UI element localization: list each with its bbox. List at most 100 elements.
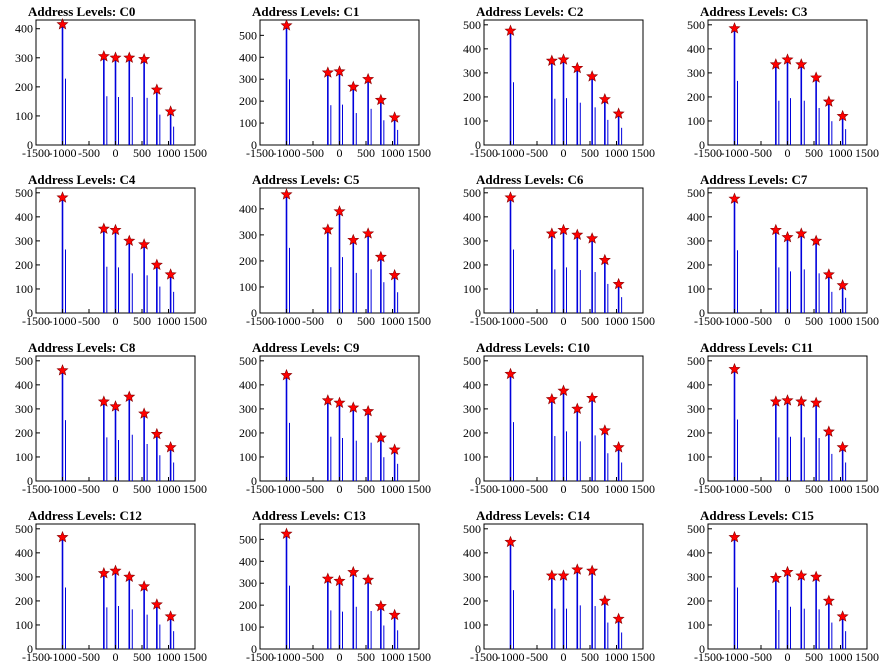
chart-svg: -1500-1000 -500 0 500 1000 1500 0 100 200 300 400 5… bbox=[687, 354, 879, 496]
y-tick-label: 0 bbox=[699, 138, 705, 152]
chart-svg: -1500-1000 -500 0 500 1000 1500 0 100 200 300 400 5… bbox=[463, 186, 655, 328]
y-tick-label: 100 bbox=[239, 280, 257, 294]
peak-marker bbox=[164, 610, 177, 622]
x-tick-label: -1000 bbox=[273, 650, 301, 664]
peak-marker bbox=[97, 50, 110, 62]
chart-panel: Address Levels: C3 -1500 -1000 -500 0 500 1000… bbox=[672, 0, 896, 168]
y-tick-label: 200 bbox=[239, 598, 257, 612]
peak-marker bbox=[769, 571, 782, 584]
peak-marker bbox=[333, 396, 346, 408]
x-tick-label: 0 bbox=[113, 146, 119, 160]
chart-panel: Address Levels: C13 -1500 -1000 -500 0 500 100… bbox=[224, 504, 448, 672]
y-tick-label: 400 bbox=[687, 210, 705, 224]
chart-svg: -1500-1000 -500 0 500 1000 1500 0 100 200 300 400 5… bbox=[687, 18, 879, 160]
chart-panel: Address Levels: C12 -1500 -1000 -500 0 500 100… bbox=[0, 504, 224, 672]
x-tick-label: -500 bbox=[78, 482, 100, 496]
peak-marker bbox=[109, 400, 122, 412]
x-tick-label: 1500 bbox=[855, 314, 879, 328]
peak-marker bbox=[836, 441, 849, 453]
peak-marker bbox=[571, 402, 584, 414]
y-tick-label: 500 bbox=[239, 28, 257, 42]
peak-marker bbox=[836, 610, 849, 622]
y-tick-label: 100 bbox=[239, 620, 257, 634]
y-tick-label: 300 bbox=[687, 402, 705, 416]
peak-marker bbox=[728, 22, 741, 34]
y-tick-label: 100 bbox=[239, 450, 257, 464]
x-tick-label: 1000 bbox=[829, 146, 853, 160]
x-tick-label: -1500 bbox=[246, 146, 274, 160]
y-tick-label: 200 bbox=[687, 258, 705, 272]
peak-marker bbox=[810, 234, 823, 246]
peak-marker bbox=[374, 431, 387, 443]
peak-marker bbox=[56, 530, 69, 543]
y-tick-label: 500 bbox=[687, 18, 705, 32]
x-tick-label: 0 bbox=[113, 650, 119, 664]
y-tick-label: 500 bbox=[463, 18, 481, 32]
chart-svg: -1500-1000 -500 0 500 1000 1500 0 100 200 300 400 5… bbox=[463, 522, 655, 664]
chart-panel: Address Levels: C6 -1500 -1000 -500 0 500 1000… bbox=[448, 168, 672, 336]
x-tick-label: 0 bbox=[561, 650, 567, 664]
peak-marker bbox=[504, 24, 517, 36]
peak-marker bbox=[109, 564, 122, 576]
x-tick-label: 1500 bbox=[407, 146, 431, 160]
chart-title: Address Levels: C10 bbox=[476, 340, 590, 355]
x-tick-label: -1000 bbox=[497, 146, 525, 160]
x-tick-label: 0 bbox=[113, 314, 119, 328]
x-tick-label: 500 bbox=[357, 146, 375, 160]
x-tick-label: -500 bbox=[302, 146, 324, 160]
chart-title: Address Levels: C15 bbox=[700, 508, 814, 523]
x-tick-label: 1000 bbox=[157, 146, 181, 160]
peak-marker bbox=[557, 384, 570, 396]
x-tick-label: -500 bbox=[526, 314, 548, 328]
y-tick-label: 400 bbox=[687, 546, 705, 560]
y-tick-label: 0 bbox=[475, 306, 481, 320]
x-tick-label: -1500 bbox=[22, 650, 50, 664]
peak-marker bbox=[97, 222, 110, 234]
x-tick-label: 500 bbox=[581, 650, 599, 664]
peak-marker bbox=[728, 192, 741, 204]
peak-marker bbox=[109, 223, 122, 236]
x-tick-label: -1500 bbox=[694, 314, 722, 328]
peak-marker bbox=[56, 364, 69, 376]
y-tick-label: 100 bbox=[687, 282, 705, 296]
x-tick-label: -1000 bbox=[721, 314, 749, 328]
y-tick-label: 300 bbox=[239, 72, 257, 86]
peak-marker bbox=[97, 395, 110, 407]
peak-marker bbox=[769, 223, 782, 236]
peak-marker bbox=[795, 395, 808, 407]
chart-title: Address Levels: C6 bbox=[476, 172, 584, 187]
x-tick-label: -1500 bbox=[22, 146, 50, 160]
peak-marker bbox=[123, 51, 136, 63]
peak-marker bbox=[388, 608, 401, 621]
peak-marker bbox=[374, 93, 387, 106]
x-tick-label: 1500 bbox=[183, 482, 207, 496]
x-tick-label: 500 bbox=[581, 146, 599, 160]
x-tick-label: -1500 bbox=[694, 482, 722, 496]
x-tick-label: -1500 bbox=[470, 482, 498, 496]
peak-marker bbox=[598, 93, 611, 105]
peak-marker bbox=[504, 535, 517, 548]
x-tick-label: -1500 bbox=[22, 314, 50, 328]
y-tick-label: 400 bbox=[15, 210, 33, 224]
x-tick-label: -500 bbox=[750, 482, 772, 496]
x-tick-label: 500 bbox=[133, 314, 151, 328]
peak-marker bbox=[109, 51, 122, 63]
chart-title: Address Levels: C3 bbox=[700, 4, 808, 19]
x-tick-label: -500 bbox=[750, 650, 772, 664]
y-tick-label: 400 bbox=[687, 378, 705, 392]
peak-marker bbox=[836, 109, 849, 122]
x-tick-label: 1500 bbox=[631, 314, 655, 328]
chart-panel: Address Levels: C10 -1500 -1000 -500 0 500 100… bbox=[448, 336, 672, 504]
x-tick-label: 1000 bbox=[605, 146, 629, 160]
x-tick-label: -1000 bbox=[721, 482, 749, 496]
chart-panel: Address Levels: C7 -1500 -1000 -500 0 500 1000… bbox=[672, 168, 896, 336]
peak-marker bbox=[280, 368, 293, 381]
peak-marker bbox=[321, 223, 334, 235]
peak-marker bbox=[123, 570, 136, 582]
peak-marker bbox=[333, 65, 346, 77]
y-tick-label: 300 bbox=[687, 234, 705, 248]
peak-marker bbox=[138, 52, 151, 65]
peak-marker bbox=[164, 268, 177, 280]
x-tick-label: -500 bbox=[78, 314, 100, 328]
chart-svg: -1500-1000 -500 0 500 1000 1500 0 100 200 300 400 bbox=[239, 187, 431, 328]
